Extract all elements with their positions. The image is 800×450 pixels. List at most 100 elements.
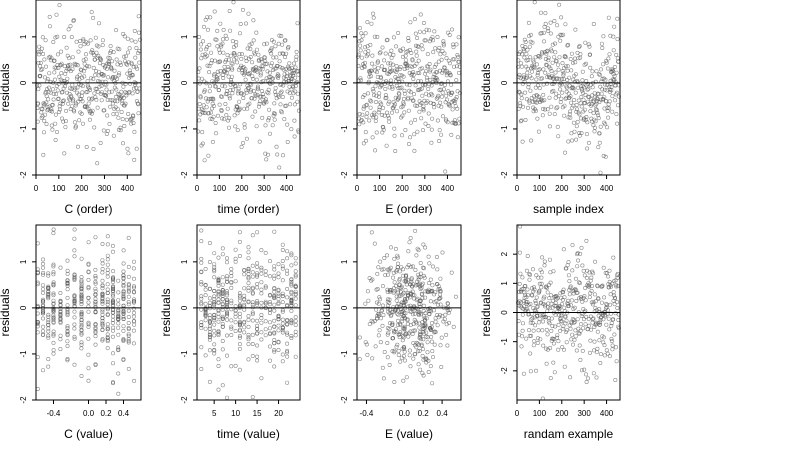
- data-point: [126, 308, 131, 313]
- data-point: [46, 89, 51, 94]
- data-point: [216, 283, 221, 288]
- data-point: [406, 142, 411, 147]
- data-point: [576, 280, 581, 285]
- data-point: [212, 316, 217, 321]
- data-point: [104, 93, 109, 98]
- data-point: [442, 83, 447, 88]
- data-point: [585, 376, 590, 381]
- y-tick-label: 0: [500, 80, 509, 85]
- data-point: [126, 285, 131, 290]
- data-point: [548, 66, 553, 71]
- data-point: [441, 43, 446, 48]
- data-point: [524, 58, 529, 63]
- data-point: [379, 267, 384, 272]
- data-point: [522, 55, 527, 60]
- data-point: [242, 307, 247, 312]
- data-point: [605, 302, 610, 307]
- data-point: [116, 325, 121, 330]
- data-point: [413, 31, 418, 36]
- data-point: [439, 335, 444, 340]
- data-point: [46, 312, 51, 317]
- data-point: [385, 287, 390, 292]
- data-point: [208, 84, 213, 89]
- data-point: [116, 391, 121, 396]
- data-point: [444, 56, 449, 61]
- data-point: [237, 293, 242, 298]
- data-point: [136, 30, 141, 35]
- data-point: [84, 52, 89, 57]
- data-point: [587, 350, 592, 355]
- data-point: [131, 121, 136, 126]
- data-point: [606, 316, 611, 321]
- data-point: [228, 28, 233, 33]
- data-point: [422, 316, 427, 321]
- data-point: [450, 120, 455, 125]
- data-point: [250, 302, 255, 307]
- data-point: [277, 59, 282, 64]
- data-point: [255, 298, 260, 303]
- data-point: [40, 297, 45, 302]
- data-point: [216, 72, 221, 77]
- data-point: [100, 337, 105, 342]
- data-point: [394, 298, 399, 303]
- plot-frame: [356, 224, 462, 401]
- data-point: [517, 50, 522, 55]
- data-point: [55, 52, 60, 57]
- data-point: [262, 42, 267, 47]
- data-point: [237, 230, 242, 235]
- data-point: [607, 99, 612, 104]
- data-point: [419, 343, 424, 348]
- data-point: [534, 295, 539, 300]
- data-point: [220, 305, 225, 310]
- data-point: [370, 87, 375, 92]
- data-point: [568, 56, 573, 61]
- data-point: [241, 96, 246, 101]
- data-point: [434, 299, 439, 304]
- data-point: [51, 283, 56, 288]
- data-point: [79, 279, 84, 284]
- data-point: [60, 90, 65, 95]
- data-point: [93, 279, 98, 284]
- data-point: [79, 311, 84, 316]
- data-point: [598, 73, 603, 78]
- data-point: [521, 371, 526, 376]
- data-point: [266, 87, 271, 92]
- data-point: [246, 86, 251, 91]
- data-point: [51, 281, 56, 286]
- data-point: [199, 239, 204, 244]
- data-point: [114, 28, 119, 33]
- data-point: [276, 347, 281, 352]
- data-point: [225, 333, 230, 338]
- data-point: [576, 44, 581, 49]
- data-point: [105, 302, 110, 307]
- data-point: [205, 63, 210, 68]
- data-point: [615, 103, 620, 108]
- data-point: [263, 123, 268, 128]
- data-point: [552, 55, 557, 60]
- data-point: [438, 302, 443, 307]
- data-point: [79, 111, 84, 116]
- data-point: [417, 29, 422, 34]
- data-point: [276, 73, 281, 78]
- data-point: [570, 332, 575, 337]
- data-point: [269, 61, 274, 66]
- data-point: [53, 121, 58, 126]
- data-point: [422, 317, 427, 322]
- data-point: [569, 337, 574, 342]
- data-point: [257, 57, 262, 62]
- y-tick-label: -2: [180, 396, 189, 404]
- data-point: [527, 333, 532, 338]
- data-point: [402, 91, 407, 96]
- data-point: [227, 116, 232, 121]
- data-point: [255, 300, 260, 305]
- data-point: [70, 67, 75, 72]
- data-point: [121, 309, 126, 314]
- data-point: [564, 85, 569, 90]
- data-point: [126, 339, 131, 344]
- data-point: [409, 292, 414, 297]
- data-point: [558, 328, 563, 333]
- data-point: [229, 270, 234, 275]
- data-point: [237, 323, 242, 328]
- data-point: [295, 68, 300, 73]
- data-point: [592, 129, 597, 134]
